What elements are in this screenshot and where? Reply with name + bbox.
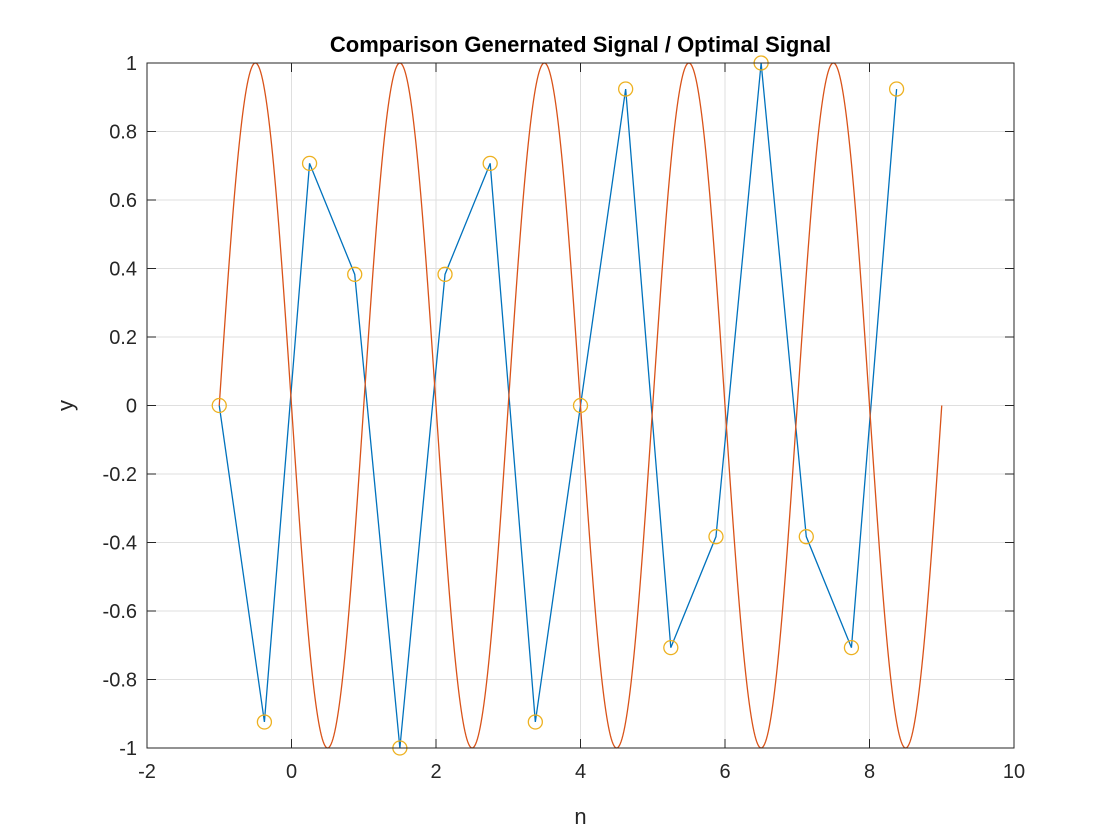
y-tick-label: 1 xyxy=(126,53,137,75)
sample-marker xyxy=(888,81,905,97)
sample-marker xyxy=(618,81,634,97)
y-tick-label: 0 xyxy=(126,396,137,418)
sample-marker xyxy=(301,155,318,172)
x-axis-label: n xyxy=(574,804,586,829)
y-tick-label: 0.6 xyxy=(109,190,137,212)
x-tick-label: -2 xyxy=(138,761,156,783)
ticks: -2 0 2 4 6 8 10 -1 -0.8 -0.6 -0.4 -0.2 0 0.2 0.4 0.6 0.8… xyxy=(103,53,1026,783)
y-tick-label: -0.2 xyxy=(103,464,137,486)
chart-title: Comparison Genernated Signal / Optimal S… xyxy=(330,32,831,57)
sample-marker xyxy=(482,155,498,172)
y-tick-label: -0.6 xyxy=(103,601,137,623)
x-tick-label: 10 xyxy=(1003,761,1025,783)
y-tick-label: 0.2 xyxy=(109,327,137,349)
series-layer xyxy=(211,55,943,756)
x-tick-label: 4 xyxy=(575,761,586,783)
sample-marker xyxy=(211,397,227,414)
sample-marker xyxy=(708,529,724,545)
sample-marker xyxy=(347,266,363,282)
sample-marker xyxy=(572,397,589,414)
y-tick-label: 0.8 xyxy=(109,122,137,144)
y-tick-label: -1 xyxy=(119,738,137,760)
sample-marker xyxy=(527,714,543,730)
y-axis-label: y xyxy=(53,400,78,411)
y-tick-label: -0.8 xyxy=(103,670,137,692)
sample-marker xyxy=(663,639,679,656)
sample-marker xyxy=(437,266,453,282)
optimal-signal-line xyxy=(218,62,943,749)
generated-signal-line xyxy=(218,62,898,749)
x-tick-label: 2 xyxy=(430,761,441,783)
sample-marker xyxy=(798,529,814,545)
x-tick-label: 0 xyxy=(286,761,297,783)
y-tick-label: 0.4 xyxy=(109,259,137,281)
x-tick-label: 8 xyxy=(864,761,875,783)
x-tick-label: 6 xyxy=(719,761,730,783)
sample-marker xyxy=(256,714,273,730)
sample-marker xyxy=(843,639,860,656)
y-tick-label: -0.4 xyxy=(103,533,137,555)
